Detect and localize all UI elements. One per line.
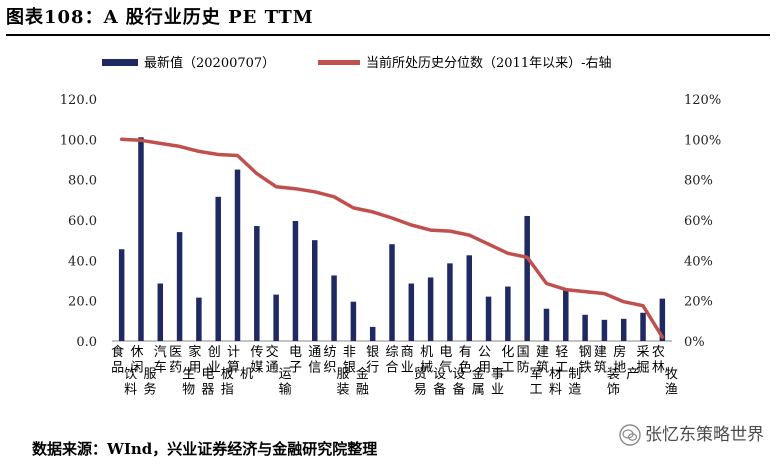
category-label: 有色金属 xyxy=(459,345,485,398)
category-label: 房地产 xyxy=(613,344,639,382)
bar xyxy=(543,308,550,341)
legend-bar-label: 最新值（20200707） xyxy=(144,55,275,71)
category-label: 电子 xyxy=(289,345,302,376)
category-label: 食品饮料 xyxy=(111,344,137,398)
bar xyxy=(254,226,260,341)
category-label: 机械设备 xyxy=(420,345,446,398)
y-right-tick-label: 40% xyxy=(684,254,713,269)
bar xyxy=(196,297,202,341)
bar xyxy=(505,286,511,341)
percentile-line xyxy=(119,137,665,339)
bar xyxy=(524,215,530,341)
category-label: 计算机 xyxy=(227,345,253,382)
legend-bar-swatch xyxy=(102,59,138,66)
category-label: 采掘 xyxy=(637,345,650,376)
data-source-note: 数据来源：WInd，兴业证券经济与金融研究院整理 xyxy=(32,440,378,458)
y-right-tick-label: 60% xyxy=(684,214,713,229)
category-label: 汽车 xyxy=(154,345,167,376)
bar xyxy=(427,277,434,341)
category-label: 通信 xyxy=(308,345,321,376)
bar xyxy=(408,283,415,341)
y-left-tick-label: 20.0 xyxy=(68,295,97,310)
category-label: 公用事业 xyxy=(478,345,504,398)
category-label: 电气设备 xyxy=(439,345,465,398)
category-label: 建筑材料 xyxy=(536,345,562,398)
y-left-tick-label: 80.0 xyxy=(68,174,97,189)
category-label: 化工 xyxy=(501,345,514,376)
bar xyxy=(176,232,183,341)
category-label: 商业贸易 xyxy=(401,345,427,398)
bar xyxy=(273,294,279,341)
y-left-tick-label: 60.0 xyxy=(68,214,97,229)
bar xyxy=(138,137,144,341)
category-label: 农林牧渔 xyxy=(652,345,678,398)
bar xyxy=(620,318,627,341)
bar xyxy=(563,288,569,341)
bar xyxy=(118,249,125,341)
y-left-tick-label: 100.0 xyxy=(60,133,97,148)
category-label: 非银金融 xyxy=(343,345,369,398)
bar xyxy=(157,283,164,341)
y-right-tick-label: 0% xyxy=(684,335,705,350)
title-divider xyxy=(6,34,770,36)
category-label: 家用电器 xyxy=(188,344,214,398)
bar xyxy=(447,263,453,341)
bar xyxy=(369,326,376,341)
y-left-tick-label: 120.0 xyxy=(60,93,97,108)
bar xyxy=(389,244,395,341)
category-label: 钢铁 xyxy=(579,345,592,376)
y-left-tick-label: 40.0 xyxy=(68,254,97,269)
bar xyxy=(659,298,666,341)
category-labels: 食品饮料休闲服务汽车医药生物家用电器创业板指计算机传媒交通运输电子通信纺织服装非… xyxy=(111,344,678,398)
wechat-icon xyxy=(619,424,641,446)
bar xyxy=(215,196,221,341)
bar xyxy=(312,240,318,341)
category-label: 休闲服务 xyxy=(130,345,156,398)
chart-axes: 0.0 20.0 40.0 60.0 80.0 100.0 120.0 0% 20% 40% 60%… xyxy=(60,93,721,350)
bar-series xyxy=(118,137,666,341)
bar xyxy=(466,255,472,341)
y-left-tick-label: 0.0 xyxy=(76,335,97,350)
y-right-tick-label: 80% xyxy=(684,174,713,189)
category-label: 轻工制造 xyxy=(555,345,581,398)
chart-title: 图表108：A 股行业历史 PE TTM xyxy=(6,7,314,28)
bar xyxy=(601,319,608,341)
category-label: 综合 xyxy=(385,345,398,376)
category-label: 传媒 xyxy=(250,345,263,376)
legend-line-label: 当前所处历史分位数（2011年以来）-右轴 xyxy=(366,55,611,71)
category-label: 创业板指 xyxy=(208,345,234,398)
y-right-tick-label: 100% xyxy=(684,133,721,148)
category-label: 纺织服装 xyxy=(324,345,350,398)
y-right-tick-label: 20% xyxy=(684,295,713,310)
bar xyxy=(331,275,337,341)
bar xyxy=(292,221,299,341)
y-right-tick-label: 120% xyxy=(684,93,721,108)
category-label: 国防军工 xyxy=(517,345,543,398)
bar xyxy=(485,296,492,341)
watermark: 张忆东策略世界 xyxy=(619,422,764,448)
legend: 最新值（20200707） 当前所处历史分位数（2011年以来）-右轴 xyxy=(102,55,611,71)
bar xyxy=(350,301,357,341)
bar xyxy=(640,312,646,341)
category-label: 交通运输 xyxy=(266,344,292,398)
watermark-text: 张忆东策略世界 xyxy=(645,425,764,445)
category-label: 建筑装饰 xyxy=(594,345,620,398)
category-label: 医药生物 xyxy=(169,345,195,398)
bar xyxy=(234,169,241,341)
bar xyxy=(582,314,588,341)
category-label: 银行 xyxy=(366,345,379,376)
line-series xyxy=(119,137,665,339)
